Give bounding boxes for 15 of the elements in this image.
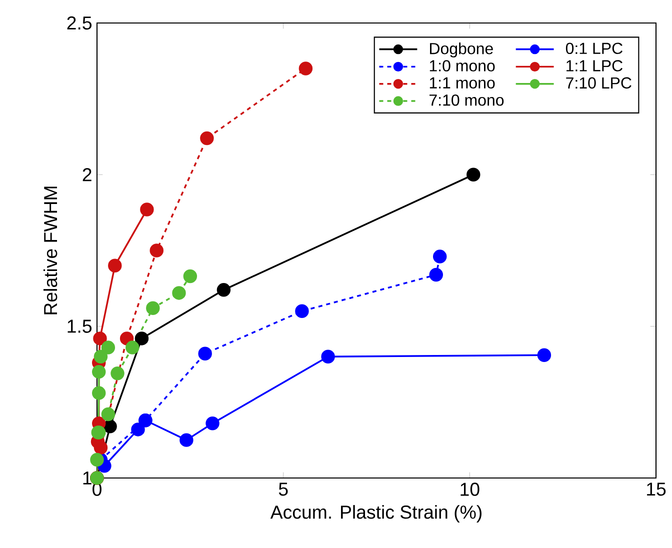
x-axis-title: Accum. Plastic Strain (%) xyxy=(270,505,482,522)
y-tick-label: 1.5 xyxy=(68,320,92,333)
y-axis-title: Relative FWHM xyxy=(43,186,58,314)
legend-label: 7:10 LPC xyxy=(566,77,632,89)
y-tick-label: 2 xyxy=(82,168,92,182)
legend-label: 7:10 mono xyxy=(430,94,504,106)
y-tick-label: 2.5 xyxy=(67,16,92,30)
legend-label: 1:1 LPC xyxy=(566,60,622,72)
legend-label: 1:0 mono xyxy=(430,60,495,72)
x-tick-label: 15 xyxy=(647,482,666,496)
legend-label: 1:1 mono xyxy=(430,77,495,89)
legend-label: Dogbone xyxy=(430,42,493,58)
x-tick-label: 5 xyxy=(278,482,288,496)
legend-label: 0:1 LPC xyxy=(566,42,622,54)
x-tick-label: 10 xyxy=(460,482,480,496)
